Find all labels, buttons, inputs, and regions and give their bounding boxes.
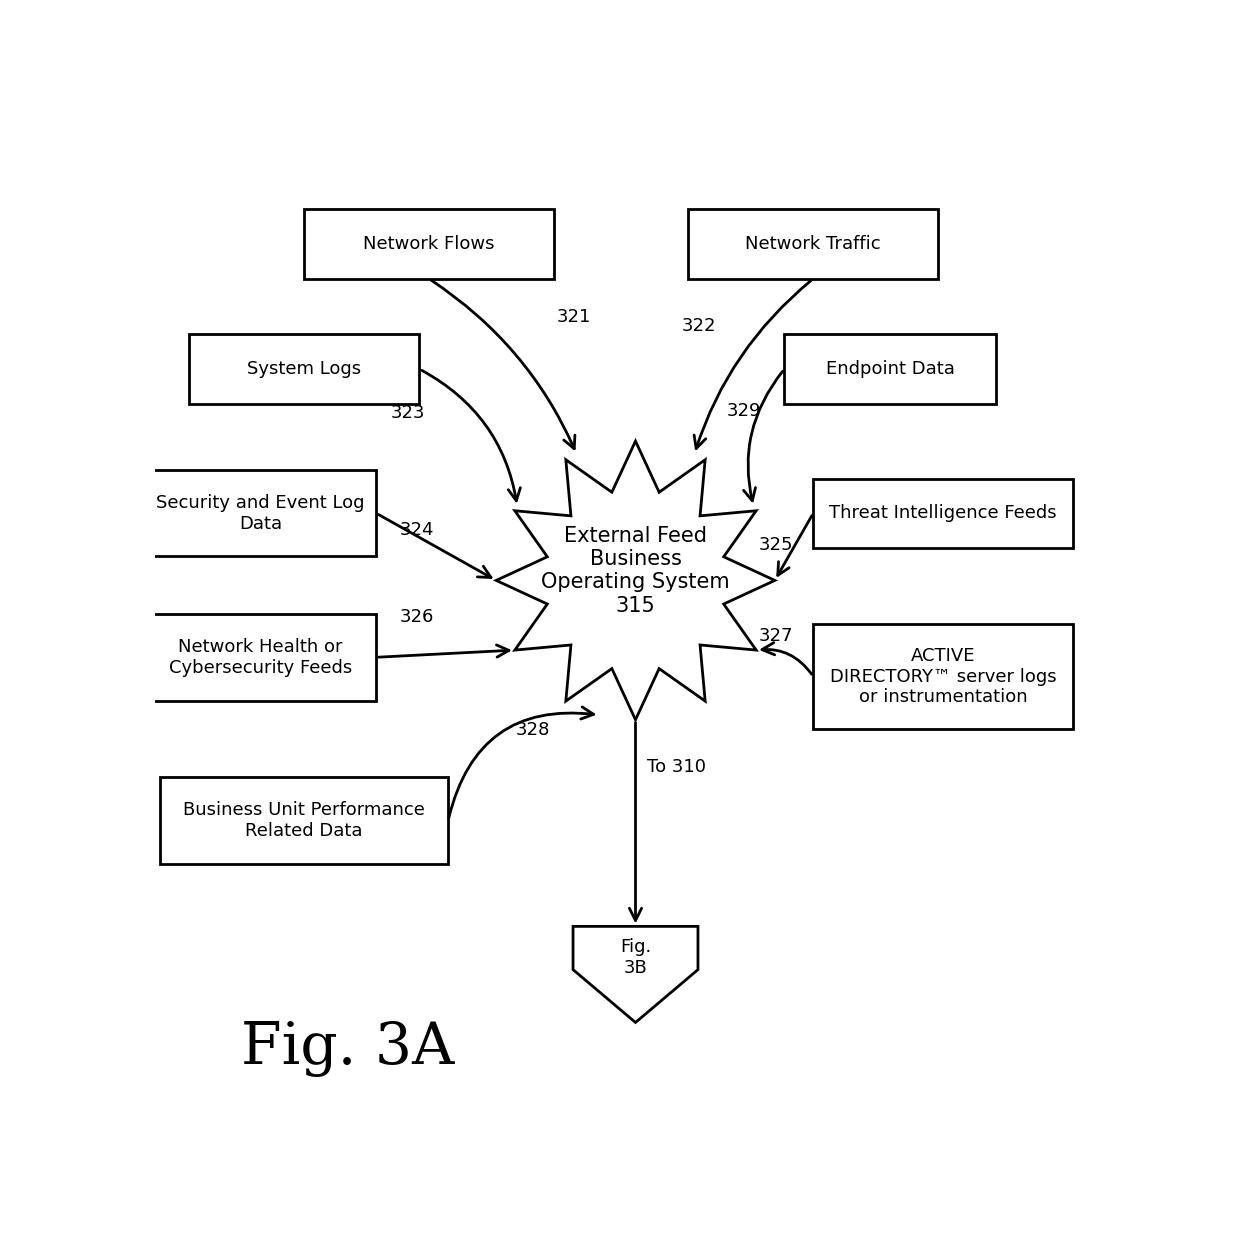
Text: 327: 327	[759, 627, 794, 645]
Bar	[688, 209, 939, 278]
Text: 325: 325	[759, 537, 794, 554]
Text: 322: 322	[682, 317, 717, 335]
Bar	[813, 623, 1073, 730]
Text: Threat Intelligence Feeds: Threat Intelligence Feeds	[830, 504, 1056, 522]
Bar	[145, 614, 376, 701]
Text: ACTIVE
DIRECTORY™ server logs
or instrumentation: ACTIVE DIRECTORY™ server logs or instrum…	[830, 647, 1056, 706]
Bar	[813, 479, 1073, 548]
Text: 323: 323	[391, 404, 425, 421]
Text: External Feed
Business
Operating System
315: External Feed Business Operating System …	[541, 525, 730, 616]
Bar	[160, 777, 448, 864]
Text: Business Unit Performance
Related Data: Business Unit Performance Related Data	[184, 801, 425, 840]
Bar	[145, 470, 376, 557]
Text: Endpoint Data: Endpoint Data	[826, 360, 955, 377]
Bar	[304, 209, 554, 278]
Text: Fig. 3A: Fig. 3A	[242, 1021, 455, 1077]
Text: 326: 326	[401, 608, 434, 626]
Text: 324: 324	[401, 522, 434, 539]
Text: Network Flows: Network Flows	[363, 234, 495, 253]
Text: 321: 321	[557, 307, 591, 326]
Text: Security and Event Log
Data: Security and Event Log Data	[156, 494, 365, 533]
Bar	[188, 335, 419, 404]
Bar	[785, 335, 996, 404]
Text: Fig.
3B: Fig. 3B	[620, 938, 651, 977]
Text: 328: 328	[516, 721, 549, 739]
Text: 329: 329	[727, 403, 761, 420]
Text: To 310: To 310	[647, 759, 706, 776]
Text: System Logs: System Logs	[247, 360, 361, 377]
Text: Network Traffic: Network Traffic	[745, 234, 882, 253]
Polygon shape	[573, 927, 698, 1022]
Text: Network Health or
Cybersecurity Feeds: Network Health or Cybersecurity Feeds	[169, 638, 352, 677]
Polygon shape	[496, 441, 775, 720]
